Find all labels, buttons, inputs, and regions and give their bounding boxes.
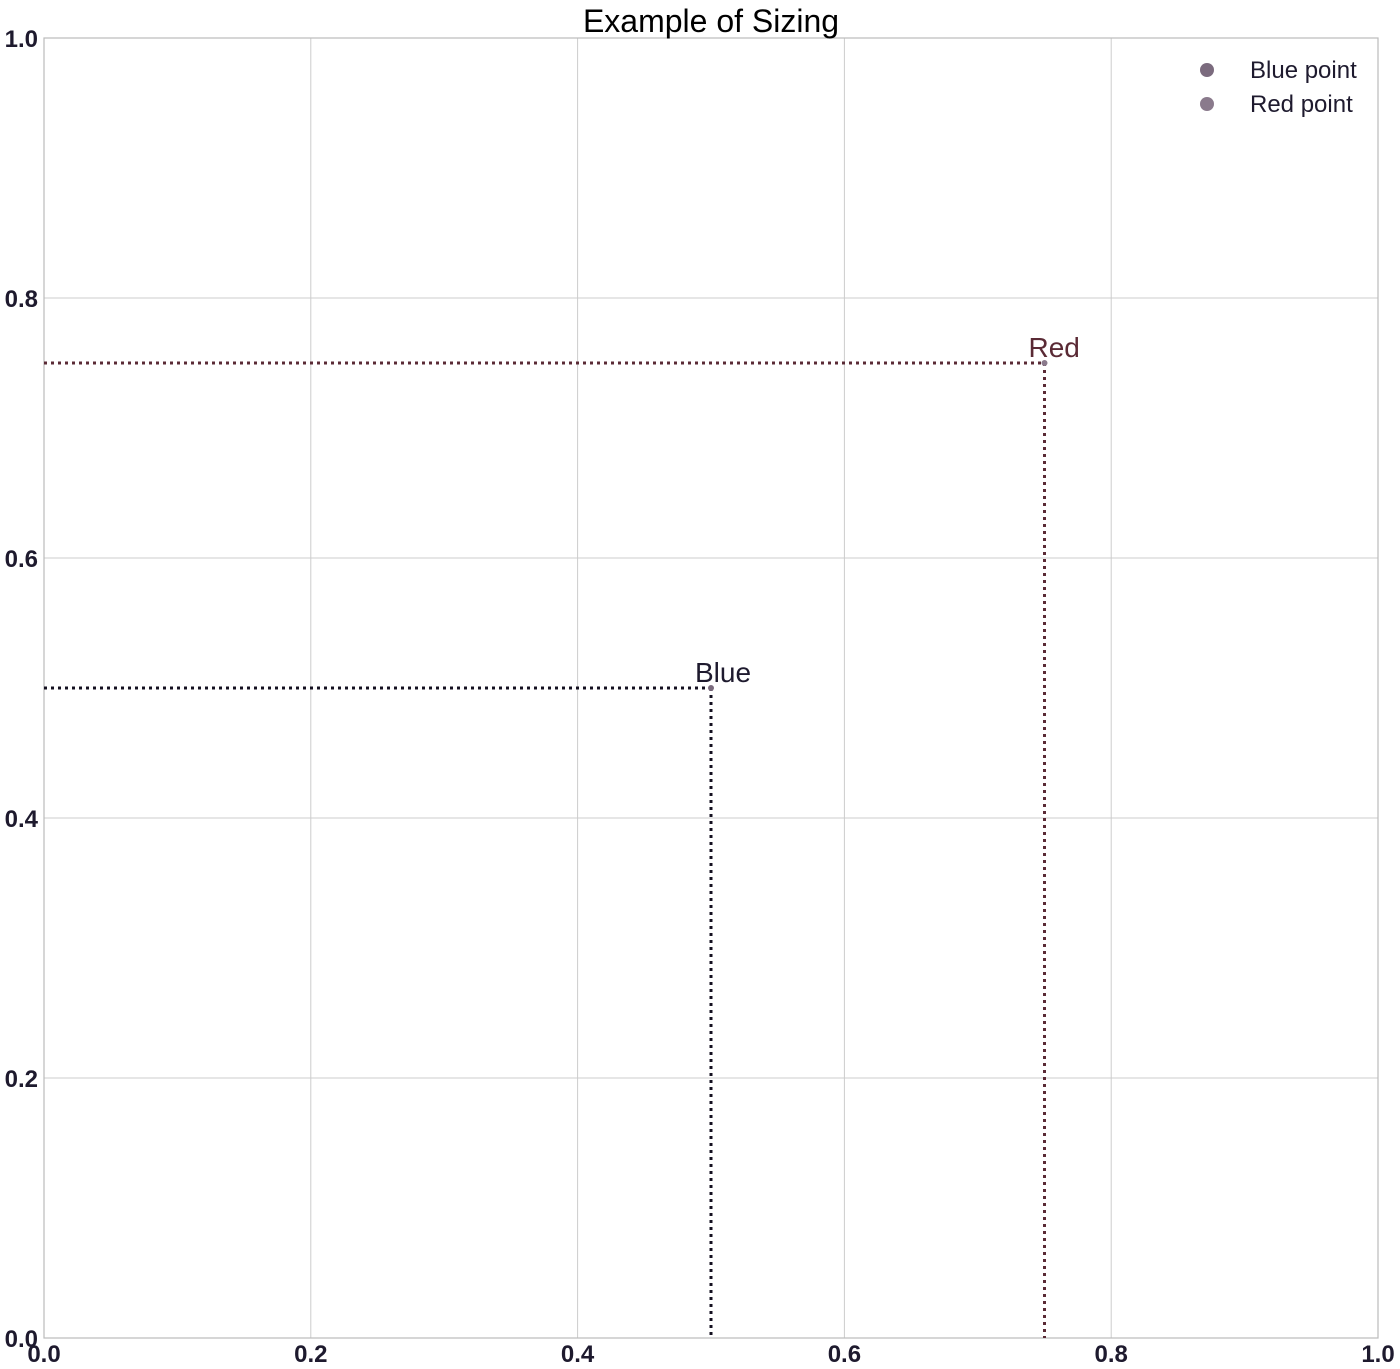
data-point bbox=[1041, 360, 1048, 366]
legend-marker bbox=[1200, 97, 1214, 111]
data-points bbox=[708, 360, 1048, 691]
grid-lines bbox=[44, 38, 1378, 1338]
point-annotations: Blue Red bbox=[695, 332, 1080, 688]
x-tick-label: 0.4 bbox=[561, 1341, 595, 1368]
legend-label: Red point bbox=[1250, 91, 1353, 118]
y-tick-label: 1.0 bbox=[5, 26, 38, 53]
legend-label: Blue point bbox=[1250, 57, 1357, 84]
legend: Blue point Red point bbox=[1200, 57, 1357, 118]
y-tick-labels: 0.0 0.2 0.4 0.6 0.8 1.0 bbox=[5, 26, 39, 1353]
y-tick-label: 0.6 bbox=[5, 546, 38, 573]
y-tick-label: 0.8 bbox=[5, 286, 38, 313]
y-tick-label: 0.0 bbox=[5, 1326, 38, 1353]
legend-marker bbox=[1200, 63, 1214, 77]
data-point bbox=[708, 685, 714, 691]
guide-lines bbox=[44, 361, 1046, 1338]
chart-title: Example of Sizing bbox=[583, 3, 839, 39]
point-annotation: Red bbox=[1029, 332, 1080, 363]
x-tick-label: 0.8 bbox=[1095, 1341, 1128, 1368]
point-annotation: Blue bbox=[695, 657, 751, 688]
x-tick-label: 0.2 bbox=[294, 1341, 327, 1368]
x-tick-label: 0.6 bbox=[828, 1341, 861, 1368]
x-tick-label: 1.0 bbox=[1361, 1341, 1394, 1368]
y-tick-label: 0.2 bbox=[5, 1066, 38, 1093]
x-tick-label: 0.0 bbox=[27, 1341, 60, 1368]
y-tick-label: 0.4 bbox=[5, 806, 39, 833]
x-tick-labels: 0.0 0.2 0.4 0.6 0.8 1.0 bbox=[27, 1341, 1394, 1368]
